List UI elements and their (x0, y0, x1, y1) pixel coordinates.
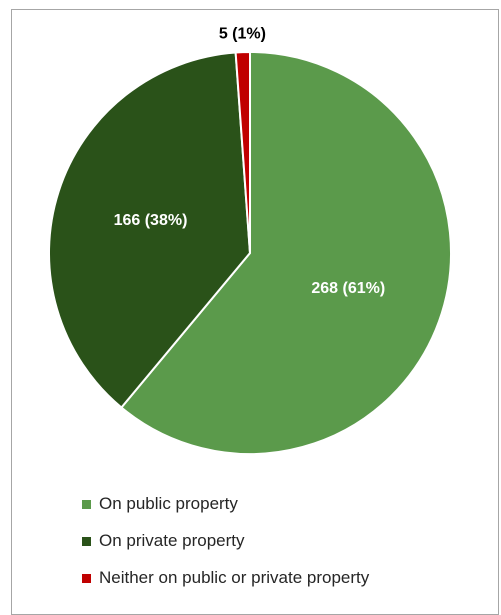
data-label-neither: 5 (1%) (219, 25, 266, 42)
legend-item-neither: Neither on public or private property (82, 568, 369, 588)
legend-label-private: On private property (99, 531, 245, 550)
legend-swatch-neither (82, 573, 91, 583)
legend-label-public: On public property (99, 494, 238, 513)
legend-item-private: On private property (82, 531, 369, 551)
pie-slice-private (48, 51, 251, 409)
pie-slice-public (120, 51, 452, 455)
legend-item-public: On public property (82, 494, 369, 514)
legend-label-neither: Neither on public or private property (99, 568, 370, 587)
legend-swatch-public (82, 499, 91, 509)
legend: On public property On private property N… (82, 494, 369, 605)
legend-swatch-private (82, 536, 91, 546)
pie-slice-neither (234, 51, 251, 254)
data-label-public: 268 (61%) (311, 280, 385, 297)
data-label-private: 166 (38%) (114, 212, 188, 229)
